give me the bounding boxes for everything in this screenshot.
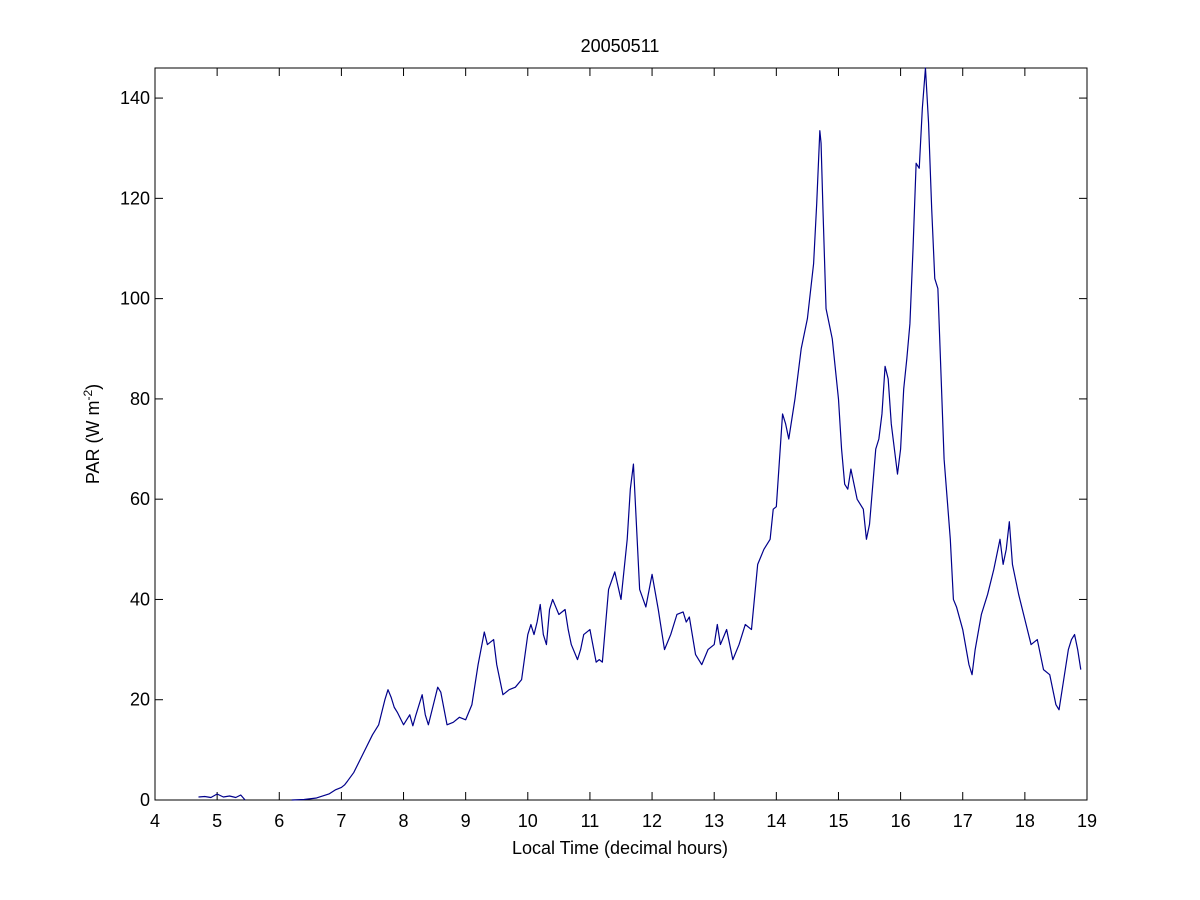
chart-title: 20050511	[581, 36, 660, 56]
plot-frame	[154, 67, 1088, 801]
x-tick-label: 6	[274, 811, 284, 831]
x-tick-label: 8	[399, 811, 409, 831]
x-tick-label: 11	[581, 811, 600, 831]
x-tick-label: 12	[642, 811, 662, 831]
x-tick-label: 7	[336, 811, 346, 831]
par-series-line	[198, 793, 246, 801]
x-tick-label: 14	[766, 811, 786, 831]
y-tick-label: 100	[120, 289, 150, 309]
y-axis-label-superscript: -2	[81, 390, 95, 401]
x-tick-label: 5	[212, 811, 222, 831]
y-tick-label: 140	[120, 88, 150, 108]
y-axis-label: PAR (W m-2)	[81, 384, 103, 484]
x-tick-label: 9	[461, 811, 471, 831]
y-tick-label: 120	[120, 188, 150, 208]
x-tick-label: 15	[828, 811, 848, 831]
y-axis-label-main: PAR (W m	[83, 401, 103, 485]
y-axis: 0 20 40 60 80 100 120 140	[120, 88, 1087, 810]
y-tick-label: 0	[140, 790, 150, 810]
series-group	[198, 67, 1082, 801]
par-series-line	[291, 67, 1082, 801]
x-tick-label: 17	[953, 811, 973, 831]
x-axis-label: Local Time (decimal hours)	[512, 838, 728, 858]
y-axis-label-close: )	[83, 384, 103, 390]
y-tick-label: 80	[130, 389, 150, 409]
y-tick-label: 20	[130, 690, 150, 710]
x-tick-label: 4	[150, 811, 160, 831]
x-tick-label: 16	[891, 811, 911, 831]
x-axis: 4 5 6 7 8 9 10 11 12 13 14 15 16 17 18 19	[150, 68, 1097, 831]
x-tick-label: 18	[1015, 811, 1035, 831]
y-tick-label: 40	[130, 589, 150, 609]
x-tick-label: 10	[518, 811, 538, 831]
y-tick-label: 60	[130, 489, 150, 509]
x-tick-label: 19	[1077, 811, 1097, 831]
x-tick-label: 13	[704, 811, 724, 831]
